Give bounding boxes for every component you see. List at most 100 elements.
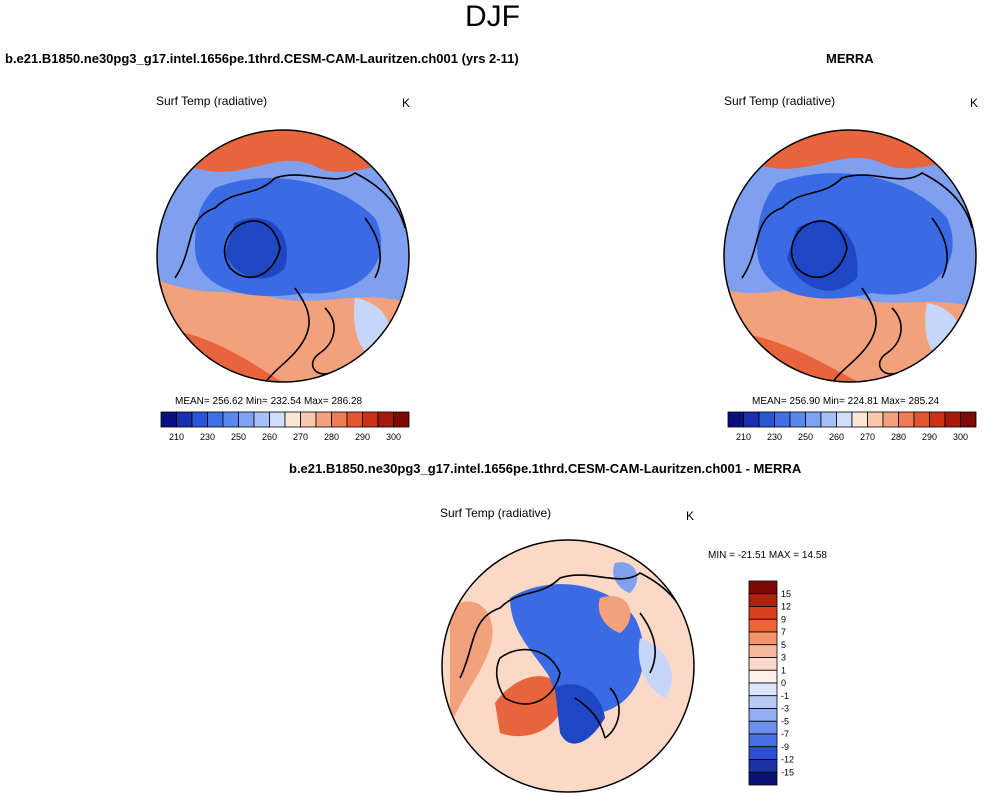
colorbar-swatch <box>748 593 778 607</box>
colorbar-swatch <box>898 411 915 428</box>
colorbar-swatch <box>748 720 778 735</box>
colorbar-swatch <box>913 411 930 428</box>
colorbar-tick-label: -12 <box>781 755 794 765</box>
colorbar-tick-label: -15 <box>781 767 794 777</box>
diff-stats: MIN = -21.51 MAX = 14.58 <box>708 550 827 561</box>
colorbar-tick-label: -5 <box>781 716 789 726</box>
obs-units-label: K <box>970 96 979 110</box>
colorbar-swatch <box>346 411 363 428</box>
diff-panel-header: b.e21.B1850.ne30pg3_g17.intel.1656pe.1th… <box>289 461 802 476</box>
colorbar-tick-label: 230 <box>200 432 215 442</box>
colorbar-tick-label: -3 <box>781 704 789 714</box>
colorbar-swatch <box>748 759 778 773</box>
colorbar-tick-label: 270 <box>293 432 308 442</box>
colorbar-swatch <box>253 411 270 428</box>
colorbar-tick-label: 230 <box>767 432 782 442</box>
colorbar-swatch <box>929 411 946 428</box>
model-stats: MEAN= 256.62 Min= 232.54 Max= 286.28 <box>175 396 363 407</box>
colorbar-tick-label: 290 <box>922 432 937 442</box>
colorbar-tick-label: 210 <box>736 432 751 442</box>
model-colorbar: 210 230 250 260 270 280 290 300 <box>160 411 410 442</box>
map-border <box>441 539 695 793</box>
coastlines <box>741 172 973 382</box>
colorbar-swatch <box>820 411 837 428</box>
colorbar-swatch <box>882 411 899 428</box>
greenland-warm-anomaly <box>495 676 565 737</box>
colorbar-swatch <box>748 746 778 760</box>
colorbar-tick-label: 260 <box>829 432 844 442</box>
colorbar-swatch <box>748 708 778 722</box>
page-title: DJF <box>465 0 520 33</box>
colorbar-swatch <box>176 411 193 428</box>
colorbar-tick-label: 300 <box>953 432 968 442</box>
obs-polar-map <box>723 129 977 383</box>
colorbar-swatch <box>748 618 778 633</box>
colorbar-swatch <box>743 411 760 428</box>
colorbar-tick-label: -7 <box>781 729 789 739</box>
colorbar-swatch <box>748 644 778 658</box>
colorbar-swatch <box>748 733 778 748</box>
colorbar-swatch <box>748 631 778 646</box>
coastlines <box>459 572 691 739</box>
model-units-label: K <box>402 96 411 110</box>
colorbar-tick-label: 260 <box>262 432 277 442</box>
colorbar-tick-label: 210 <box>169 432 184 442</box>
map-border <box>156 129 410 383</box>
colorbar-swatch <box>789 411 806 428</box>
colorbar-swatch <box>805 411 822 428</box>
colorbar-swatch <box>284 411 301 428</box>
colorbar-swatch <box>748 606 778 620</box>
obs-panel-header: MERRA <box>826 51 874 66</box>
siberia-pale-patch <box>638 638 672 698</box>
colorbar-tick-label: 290 <box>355 432 370 442</box>
colorbar-swatch <box>758 411 775 428</box>
colorbar-swatch <box>867 411 884 428</box>
obs-colorbar: 210 230 250 260 270 280 290 300 <box>727 411 977 442</box>
model-polar-map <box>156 129 410 383</box>
model-panel-header: b.e21.B1850.ne30pg3_g17.intel.1656pe.1th… <box>5 51 519 66</box>
colorbar-tick-label: 12 <box>781 602 791 612</box>
colorbar-tick-label: 3 <box>781 653 786 663</box>
colorbar-tick-label: -9 <box>781 742 789 752</box>
colorbar-swatch <box>238 411 255 428</box>
colorbar-swatch <box>748 695 778 709</box>
colorbar-swatch <box>774 411 791 428</box>
colorbar-swatch <box>362 411 379 428</box>
colorbar-swatch <box>377 411 394 428</box>
diff-field-label: Surf Temp (radiative) <box>440 506 552 520</box>
pacific-cold-patch <box>613 562 638 593</box>
map-border <box>723 129 977 383</box>
colorbar-swatch <box>222 411 239 428</box>
colorbar-swatch <box>315 411 332 428</box>
model-field-label: Surf Temp (radiative) <box>156 94 268 108</box>
colorbar-tick-label: 1 <box>781 665 786 675</box>
colorbar-tick-label: 250 <box>231 432 246 442</box>
colorbar-swatch <box>331 411 348 428</box>
colorbar-swatch <box>748 771 778 786</box>
colorbar-tick-label: 9 <box>781 614 786 624</box>
colorbar-swatch <box>960 411 977 428</box>
colorbar-swatch <box>269 411 286 428</box>
colorbar-tick-label: 270 <box>860 432 875 442</box>
beaufort-warm-patch <box>598 596 631 633</box>
colorbar-swatch <box>836 411 853 428</box>
colorbar-swatch <box>748 580 778 595</box>
colorbar-tick-label: 15 <box>781 589 791 599</box>
colorbar-tick-label: 250 <box>798 432 813 442</box>
barents-deep-cold-anomaly <box>555 684 605 744</box>
colorbar-swatch <box>851 411 868 428</box>
colorbar-swatch <box>393 411 410 428</box>
colorbar-tick-label: 280 <box>891 432 906 442</box>
colorbar-swatch <box>160 411 177 428</box>
colorbar-swatch <box>748 682 778 697</box>
colorbar-tick-label: 5 <box>781 640 786 650</box>
colorbar-swatch <box>944 411 961 428</box>
colorbar-swatch <box>748 657 778 671</box>
diff-colorbar: 15 12 9 7 5 3 1 0 -1 -3 -5 -7 -9 -12 -15 <box>748 580 794 786</box>
obs-stats: MEAN= 256.90 Min= 224.81 Max= 285.24 <box>752 396 940 407</box>
colorbar-swatch <box>300 411 317 428</box>
colorbar-swatch <box>207 411 224 428</box>
diff-units-label: K <box>686 509 695 523</box>
diff-polar-map <box>441 539 695 793</box>
west-warm-patch <box>450 601 493 728</box>
